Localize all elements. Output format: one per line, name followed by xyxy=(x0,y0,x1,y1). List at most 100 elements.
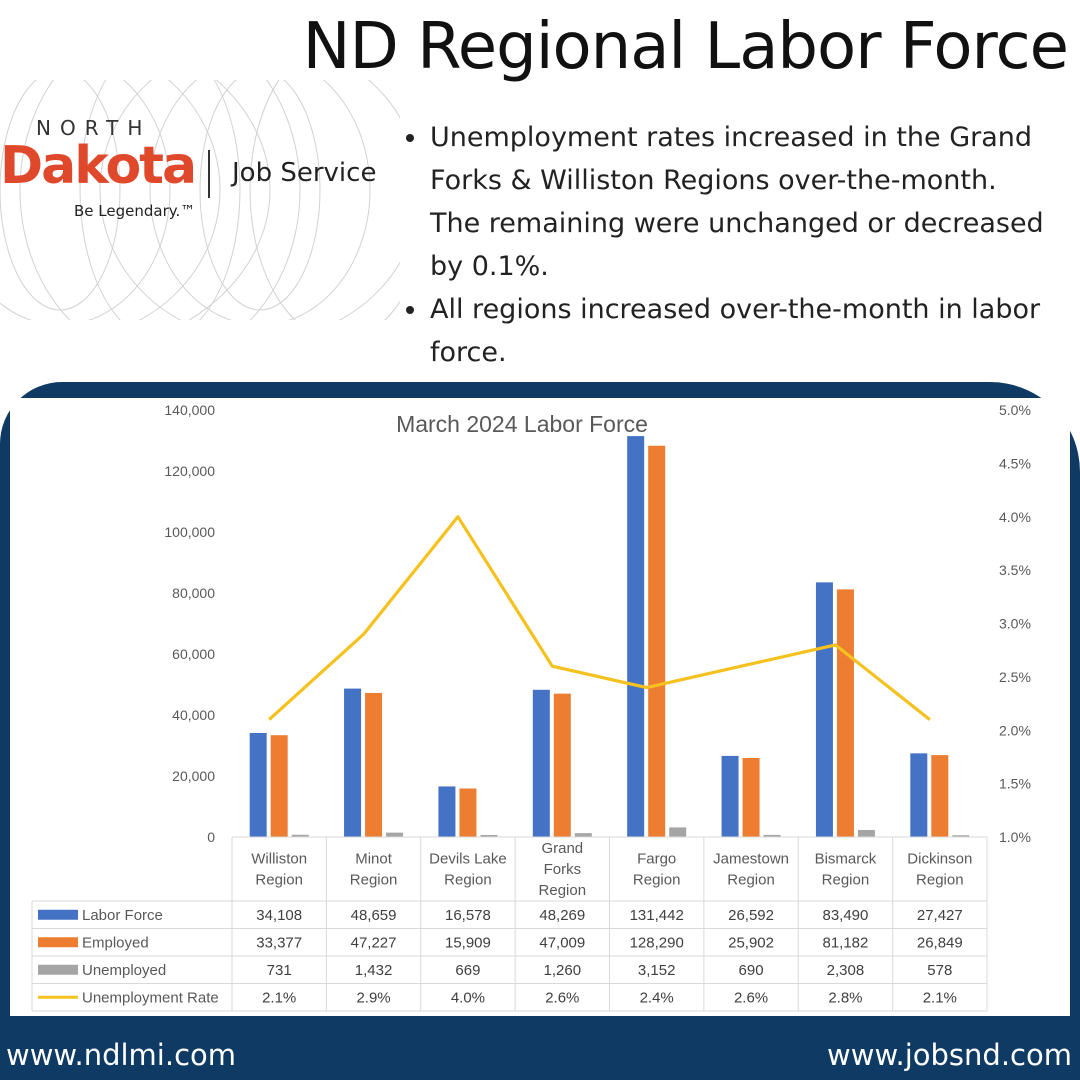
table-cell: 1,432 xyxy=(355,962,393,979)
bar-employed xyxy=(553,693,571,837)
y-left-tick-label: 100,000 xyxy=(164,524,215,540)
legend-label: Unemployed xyxy=(82,962,166,979)
category-label: Region xyxy=(633,872,681,889)
y-left-tick-label: 140,000 xyxy=(164,402,215,418)
footer-ndlmi-link[interactable]: www.ndlmi.com xyxy=(6,1038,237,1072)
table-cell: 26,592 xyxy=(728,907,774,924)
logo-tagline: Be Legendary.™ xyxy=(74,202,196,220)
category-label: Williston xyxy=(251,851,307,868)
table-cell: 3,152 xyxy=(638,962,676,979)
table-cell: 27,427 xyxy=(917,907,963,924)
bar-labor-force xyxy=(438,786,456,837)
table-cell: 81,182 xyxy=(822,934,868,951)
bullet-item: Unemployment rates increased in the Gran… xyxy=(404,116,1044,288)
table-cell: 15,909 xyxy=(445,934,491,951)
category-label: Jamestown xyxy=(713,851,789,868)
table-cell: 34,108 xyxy=(256,907,302,924)
y-right-tick-label: 4.5% xyxy=(999,455,1031,471)
y-left-tick-label: 0 xyxy=(207,829,215,845)
bar-labor-force xyxy=(815,582,833,837)
category-label: Region xyxy=(539,882,587,899)
bullet-text: Unemployment rates increased in the Gran… xyxy=(430,122,1044,282)
bar-unemployed xyxy=(386,832,404,837)
y-left-tick-label: 40,000 xyxy=(172,707,215,723)
table-cell: 25,902 xyxy=(728,934,774,951)
table-cell: 83,490 xyxy=(822,907,868,924)
summary-bullets: Unemployment rates increased in the Gran… xyxy=(404,116,1044,374)
bullet-dot-icon xyxy=(406,306,414,314)
table-cell: 128,290 xyxy=(630,934,684,951)
y-right-tick-label: 1.0% xyxy=(999,829,1031,845)
table-cell: 16,578 xyxy=(445,907,491,924)
bar-unemployed xyxy=(669,827,687,837)
logo-divider xyxy=(208,150,210,198)
bar-employed xyxy=(365,692,383,837)
y-right-tick-label: 2.5% xyxy=(999,669,1031,685)
table-cell: 2.1% xyxy=(923,989,957,1006)
bar-employed xyxy=(836,589,854,837)
bar-labor-force xyxy=(249,732,267,837)
category-label: Bismarck xyxy=(815,851,877,868)
y-left-tick-label: 80,000 xyxy=(172,585,215,601)
logo-dakota-text: Dakota xyxy=(0,136,197,196)
category-label: Forks xyxy=(544,861,582,878)
table-cell: 33,377 xyxy=(256,934,302,951)
bar-labor-force xyxy=(532,689,550,837)
table-cell: 48,269 xyxy=(539,907,585,924)
logo-rings-decoration xyxy=(0,80,400,320)
table-cell: 731 xyxy=(267,962,292,979)
bar-unemployed xyxy=(857,829,875,837)
bullet-item: All regions increased over-the-month in … xyxy=(404,288,1044,374)
bar-labor-force xyxy=(910,753,928,837)
category-label: Devils Lake xyxy=(429,851,507,868)
category-label: Region xyxy=(916,872,964,889)
legend-label: Employed xyxy=(82,934,149,951)
north-dakota-job-service-logo: NORTH Dakota Job Service Be Legendary.™ xyxy=(0,80,400,320)
footer-jobsnd-link[interactable]: www.jobsnd.com xyxy=(827,1038,1072,1072)
bar-unemployed xyxy=(574,833,592,837)
table-cell: 2.9% xyxy=(356,989,390,1006)
table-cell: 690 xyxy=(739,962,764,979)
legend-swatch-employed xyxy=(38,937,78,948)
bar-employed xyxy=(742,757,760,837)
y-left-tick-label: 120,000 xyxy=(164,463,215,479)
category-label: Region xyxy=(255,872,303,889)
legend-label: Labor Force xyxy=(82,907,163,924)
legend-swatch-unemployed xyxy=(38,964,78,975)
page-title: ND Regional Labor Force xyxy=(302,10,1069,84)
table-cell: 1,260 xyxy=(544,962,582,979)
unemployment-rate-line xyxy=(268,515,931,721)
y-right-tick-label: 5.0% xyxy=(999,402,1031,418)
category-label: Dickinson xyxy=(907,851,972,868)
legend-label: Unemployment Rate xyxy=(82,989,219,1006)
y-left-tick-label: 60,000 xyxy=(172,646,215,662)
table-cell: 2.4% xyxy=(640,989,674,1006)
logo-north-text: NORTH xyxy=(36,116,152,140)
bar-labor-force xyxy=(344,688,362,837)
table-cell: 48,659 xyxy=(351,907,397,924)
table-cell: 47,009 xyxy=(539,934,585,951)
y-left-tick-label: 20,000 xyxy=(172,768,215,784)
category-label: Minot xyxy=(355,851,393,868)
bar-unemployed xyxy=(763,834,781,837)
y-right-tick-label: 1.5% xyxy=(999,776,1031,792)
category-label: Grand xyxy=(541,840,583,857)
table-cell: 131,442 xyxy=(630,907,684,924)
bar-unemployed xyxy=(480,834,498,837)
bar-employed xyxy=(648,445,666,837)
chart-container: 0 20,000 40,000 60,000 80,000 100,000 120,000 1… xyxy=(10,398,1070,1016)
table-cell: 26,849 xyxy=(917,934,963,951)
bar-labor-force xyxy=(721,755,739,837)
category-label: Region xyxy=(350,872,398,889)
bullet-text: All regions increased over-the-month in … xyxy=(430,294,1041,368)
bar-employed xyxy=(270,735,288,837)
table-cell: 2.1% xyxy=(262,989,296,1006)
table-cell: 47,227 xyxy=(351,934,397,951)
y-right-tick-label: 4.0% xyxy=(999,509,1031,525)
y-right-tick-label: 3.0% xyxy=(999,616,1031,632)
y-right-tick-label: 3.5% xyxy=(999,562,1031,578)
bar-employed xyxy=(931,755,949,837)
category-label: Region xyxy=(727,872,775,889)
table-cell: 4.0% xyxy=(451,989,485,1006)
bar-unemployed xyxy=(291,834,309,837)
